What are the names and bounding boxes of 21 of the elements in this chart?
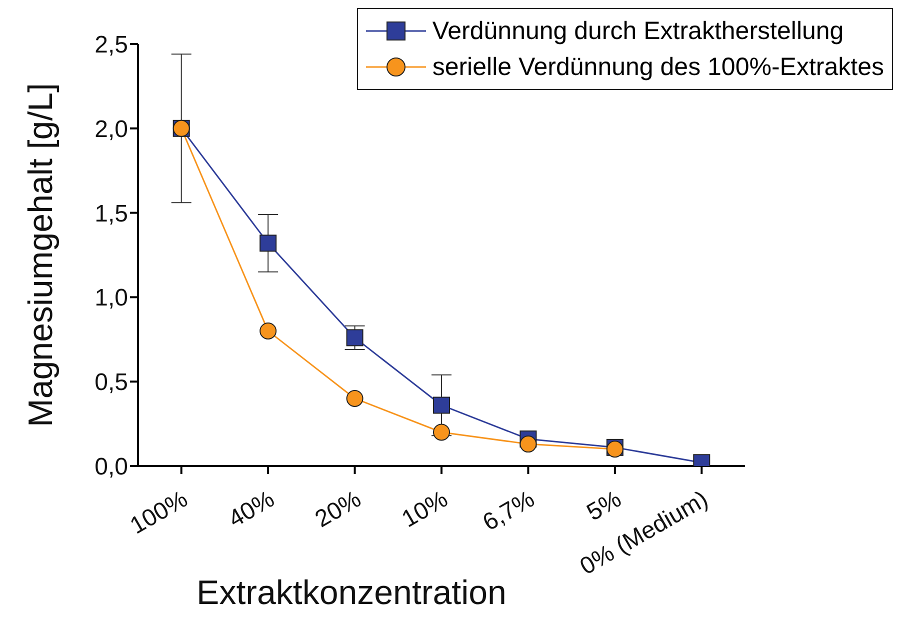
point [260,234,277,252]
point [346,329,364,346]
y-tick-label: 0,5 [94,369,128,396]
y-tick-label: 1,5 [94,200,128,228]
y-axis-title: Magnesiumgehalt [g/L] [22,83,60,427]
x-tick-label: 20% [310,486,366,534]
y-tick-label: 2,5 [94,32,128,59]
x-tick-label: 40% [224,486,280,534]
point [433,424,450,441]
point [346,390,364,407]
point [520,436,537,453]
x-axis-title: Extraktkonzentration [196,574,506,612]
x-tick-label: 10% [397,486,452,534]
y-tick-label: 0,0 [94,454,128,481]
y-tick-label: 2,0 [94,116,128,143]
point [433,396,450,414]
y-tick-label: 1,0 [94,284,128,312]
legend-label: Verdünnung durch Extraktherstellung [432,16,844,46]
legend-label: serielle Verdünnung des 100%-Extraktes [432,52,884,82]
x-tick-label: 6,7% [478,486,540,536]
point [260,322,277,340]
